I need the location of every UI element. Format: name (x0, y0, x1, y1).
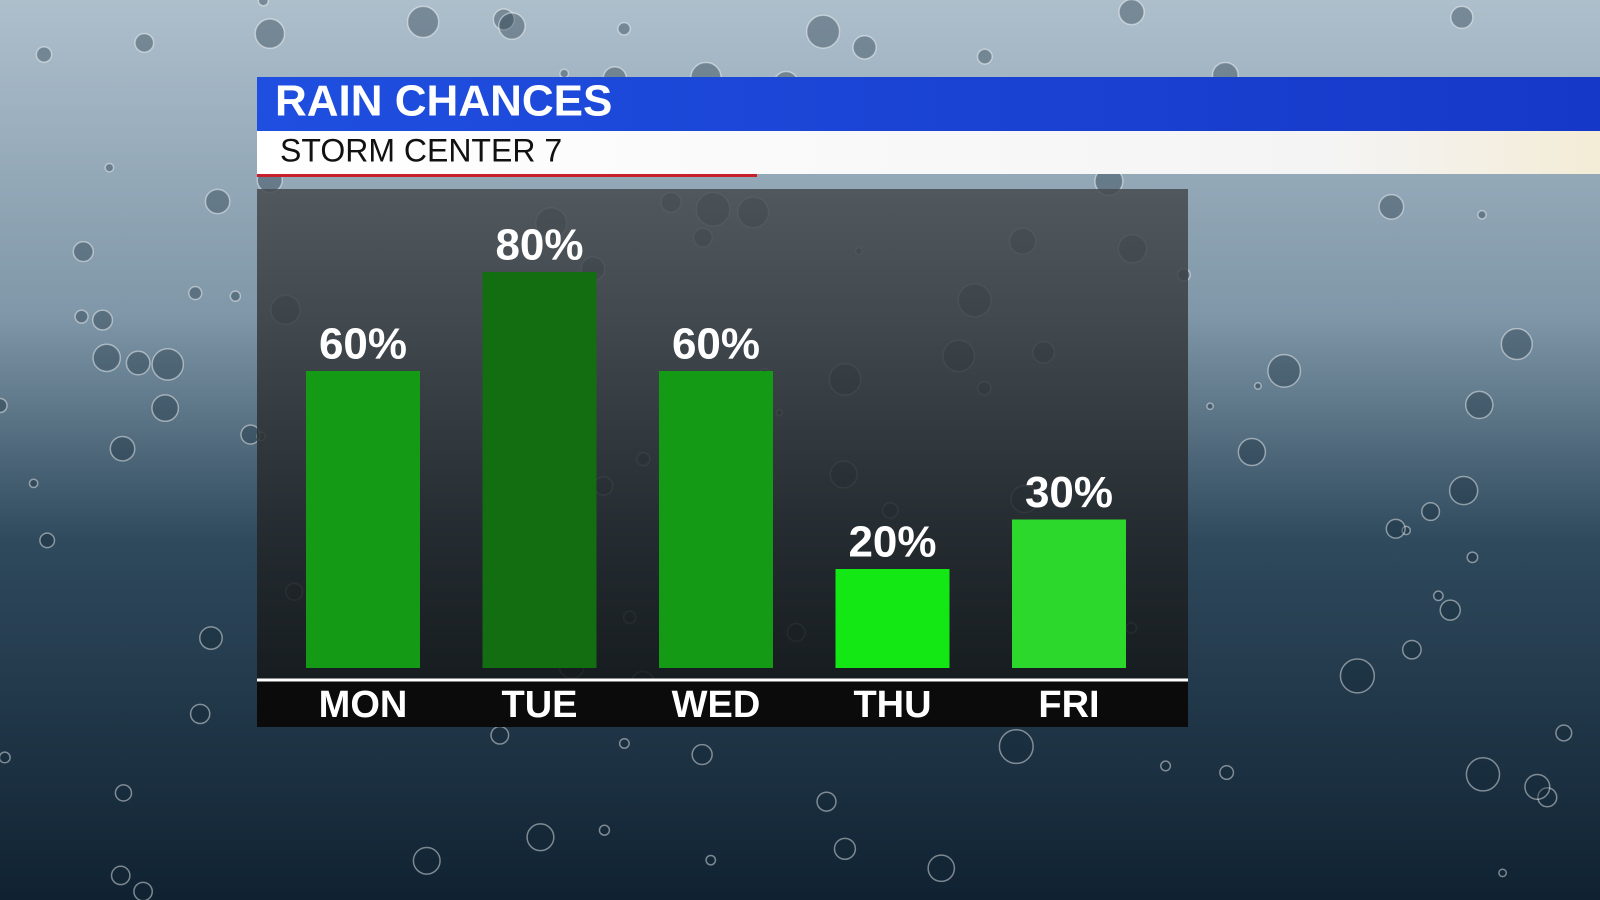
raindrop (1339, 658, 1376, 694)
raindrop (705, 854, 717, 866)
raindrop (110, 865, 131, 886)
raindrop (1464, 390, 1494, 420)
raindrop (1465, 757, 1501, 792)
raindrop (1421, 501, 1441, 522)
raindrop (1450, 5, 1474, 30)
raindrop (1219, 765, 1235, 781)
raindrop (691, 743, 713, 766)
raindrop (1267, 353, 1302, 388)
raindrop (151, 394, 180, 423)
raindrop (72, 240, 94, 263)
x-tick-label: MON (319, 684, 408, 726)
raindrop (0, 751, 11, 764)
value-label: 20% (848, 518, 936, 567)
raindrop (1477, 209, 1487, 220)
chart-title: RAIN CHANCES (275, 77, 612, 126)
raindrop (254, 18, 286, 50)
raindrop (1439, 599, 1461, 621)
raindrop (189, 703, 211, 725)
raindrop (998, 728, 1034, 765)
raindrop (125, 350, 151, 376)
raindrop (1498, 868, 1508, 878)
raindrop (1555, 724, 1573, 742)
raindrop (133, 881, 154, 900)
x-tick-label: FRI (1038, 684, 1099, 726)
bar (835, 569, 950, 668)
raindrop (1237, 437, 1267, 467)
x-tick-label: THU (853, 684, 931, 726)
raindrop (104, 162, 115, 173)
raindrop (91, 309, 114, 331)
raindrop (1401, 525, 1412, 536)
raindrop (498, 12, 526, 40)
category-band (257, 681, 1188, 727)
raindrop (492, 8, 515, 31)
raindrop (188, 285, 203, 301)
raindrop (526, 823, 555, 852)
raindrop (35, 46, 53, 63)
raindrop (0, 397, 8, 414)
raindrop (92, 343, 122, 373)
title-bar (257, 77, 1600, 131)
raindrop (1206, 402, 1214, 411)
raindrop (852, 34, 877, 60)
bar (482, 272, 597, 668)
raindrop (816, 791, 837, 812)
raindrop (204, 188, 231, 215)
raindrop (598, 824, 611, 836)
raindrop (1524, 773, 1551, 801)
raindrop (976, 48, 993, 65)
raindrop (114, 784, 133, 802)
raindrop (257, 0, 269, 7)
raindrop (1160, 760, 1172, 772)
bar (659, 371, 773, 668)
raindrop (1118, 0, 1145, 26)
bar (1012, 519, 1126, 668)
chart-subtitle: STORM CENTER 7 (280, 132, 562, 168)
raindrop (617, 21, 631, 36)
raindrop (1253, 381, 1262, 390)
raindrop (412, 846, 441, 875)
raindrop (490, 725, 510, 745)
x-tick-label: TUE (502, 684, 578, 726)
raindrop (109, 435, 136, 462)
raindrop (74, 309, 89, 324)
raindrop (1378, 193, 1405, 220)
raindrop (199, 626, 223, 650)
raindrop (1466, 551, 1479, 564)
x-tick-label: WED (672, 684, 761, 726)
subtitle-accent (257, 174, 757, 177)
raindrop (1500, 327, 1533, 361)
raindrop (618, 738, 630, 749)
raindrop (151, 348, 185, 381)
raindrop (1401, 639, 1422, 660)
value-label: 80% (495, 221, 583, 270)
raindrop (1385, 518, 1406, 539)
raindrop (28, 478, 39, 489)
bar (306, 371, 420, 668)
raindrop (805, 14, 841, 49)
raindrop (229, 290, 242, 302)
subtitle-bar (257, 131, 1600, 174)
value-label: 60% (319, 320, 407, 369)
raindrop (134, 32, 155, 53)
raindrop (833, 837, 857, 861)
raindrop (927, 854, 956, 883)
value-label: 60% (672, 320, 760, 369)
raindrop (1432, 590, 1444, 602)
raindrop (1448, 475, 1479, 506)
raindrop (39, 532, 56, 549)
value-label: 30% (1025, 468, 1113, 517)
raindrop (406, 5, 440, 39)
raindrop (1537, 787, 1558, 808)
